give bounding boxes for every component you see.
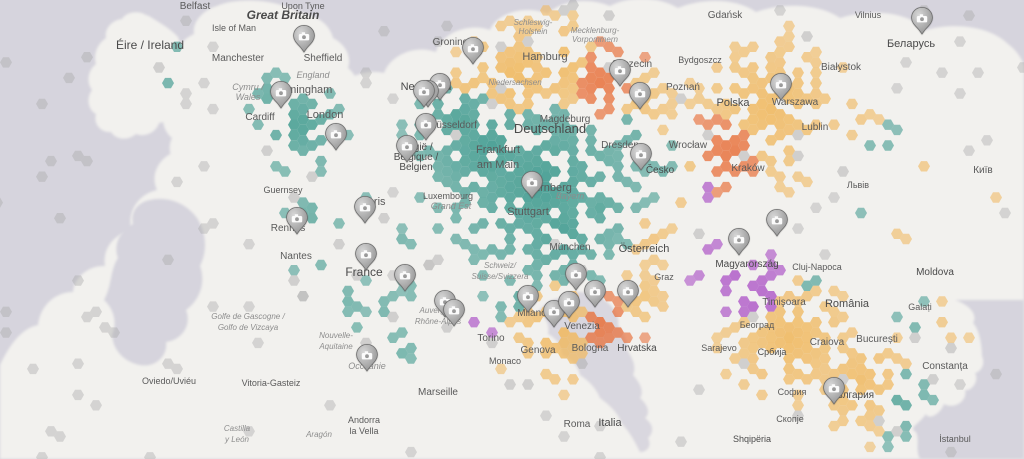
svg-text:Constanța: Constanța [922, 361, 968, 372]
svg-text:İstanbul: İstanbul [939, 434, 971, 444]
svg-text:Schweiz/: Schweiz/ [484, 261, 517, 270]
svg-text:Italia: Italia [598, 417, 622, 429]
svg-text:Stuttgart: Stuttgart [507, 206, 549, 218]
svg-text:Castilla: Castilla [224, 424, 251, 433]
svg-text:Vitoria-Gasteiz: Vitoria-Gasteiz [242, 378, 301, 388]
svg-text:Monaco: Monaco [489, 356, 521, 366]
svg-text:Österreich: Österreich [619, 243, 670, 255]
svg-text:Lublin: Lublin [802, 122, 829, 133]
svg-text:София: София [778, 387, 807, 397]
svg-text:Craiova: Craiova [810, 337, 845, 348]
svg-text:Magyarország: Magyarország [715, 259, 778, 270]
svg-text:Great Britain: Great Britain [247, 8, 320, 22]
svg-text:Česko: Česko [646, 163, 675, 176]
svg-text:Cluj-Napoca: Cluj-Napoca [792, 262, 842, 272]
svg-text:Luxembourg: Luxembourg [423, 191, 473, 201]
svg-text:Aquitaine: Aquitaine [318, 342, 353, 351]
svg-text:Holstein: Holstein [519, 27, 548, 36]
svg-text:Wrocław: Wrocław [669, 140, 708, 151]
svg-text:București: București [856, 334, 898, 345]
svg-text:Białystok: Białystok [821, 62, 862, 73]
svg-text:Roma: Roma [564, 419, 591, 430]
svg-text:Deutschland: Deutschland [514, 121, 586, 136]
svg-text:Cymru /: Cymru / [232, 82, 265, 92]
svg-text:Aragón: Aragón [305, 430, 332, 439]
svg-text:Kraków: Kraków [731, 163, 765, 174]
svg-text:Genova: Genova [520, 345, 555, 356]
svg-text:Sheffield: Sheffield [304, 53, 343, 64]
svg-text:Golfo de Vizcaya: Golfo de Vizcaya [218, 323, 279, 332]
svg-text:Oviedo/Uviéu: Oviedo/Uviéu [142, 376, 196, 386]
svg-text:Poznań: Poznań [666, 82, 700, 93]
svg-text:Bologna: Bologna [572, 343, 609, 354]
svg-text:Venezia: Venezia [564, 321, 600, 332]
svg-text:Vorpommern: Vorpommern [572, 35, 618, 44]
svg-text:Nouvelle-: Nouvelle- [319, 331, 353, 340]
svg-text:Éire / Ireland: Éire / Ireland [116, 37, 184, 52]
svg-text:Golfe de Gascogne /: Golfe de Gascogne / [211, 312, 285, 321]
svg-text:Sarajevo: Sarajevo [701, 343, 737, 353]
svg-text:Србија: Србија [758, 347, 787, 357]
svg-text:Wales: Wales [236, 92, 261, 102]
svg-text:Shqipëria: Shqipëria [733, 434, 771, 444]
svg-text:am Main: am Main [477, 159, 519, 171]
svg-text:Belgien: Belgien [399, 162, 432, 173]
svg-text:Polska: Polska [716, 97, 750, 109]
svg-text:Беларусь: Беларусь [887, 38, 935, 50]
svg-text:Mecklenburg-: Mecklenburg- [571, 26, 620, 35]
svg-text:Galați: Galați [908, 302, 932, 312]
svg-text:Cardiff: Cardiff [245, 112, 274, 123]
svg-text:Graz: Graz [654, 272, 674, 282]
svg-text:Nantes: Nantes [280, 251, 312, 262]
svg-text:Frankfurt: Frankfurt [476, 144, 520, 156]
svg-text:Timişoara: Timişoara [762, 297, 806, 308]
svg-text:Београд: Београд [740, 320, 775, 330]
svg-text:Київ: Київ [973, 165, 993, 176]
svg-text:Vilnius: Vilnius [855, 10, 882, 20]
svg-text:Andorra: Andorra [348, 415, 380, 425]
svg-text:London: London [307, 109, 344, 121]
svg-text:Niedersachsen: Niedersachsen [488, 78, 542, 87]
svg-text:Suisse/Svizzera: Suisse/Svizzera [472, 272, 529, 281]
svg-text:Moldova: Moldova [916, 267, 954, 278]
svg-text:Belfast: Belfast [180, 1, 211, 12]
svg-text:Bydgoszcz: Bydgoszcz [678, 55, 722, 65]
svg-text:Milano: Milano [517, 308, 547, 319]
svg-text:Schleswig-: Schleswig- [514, 18, 553, 27]
svg-text:Torino: Torino [477, 333, 505, 344]
svg-text:România: România [825, 298, 870, 310]
svg-text:la Vella: la Vella [349, 426, 378, 436]
svg-text:Скопје: Скопје [776, 414, 803, 424]
svg-text:Grand Est: Grand Est [431, 201, 472, 211]
svg-text:München: München [549, 242, 590, 253]
svg-text:Isle of Man: Isle of Man [212, 23, 256, 33]
svg-text:Guernsey: Guernsey [263, 185, 303, 195]
svg-text:Львів: Львів [847, 180, 869, 190]
svg-text:Bayern: Bayern [556, 191, 585, 201]
svg-text:Hrvatska: Hrvatska [617, 343, 657, 354]
svg-text:Gdańsk: Gdańsk [708, 10, 743, 21]
svg-text:Hamburg: Hamburg [522, 51, 567, 63]
svg-text:Warszawa: Warszawa [772, 97, 819, 108]
svg-text:Manchester: Manchester [212, 53, 265, 64]
svg-text:England: England [296, 70, 330, 80]
svg-text:y León: y León [224, 435, 250, 444]
svg-text:Marseille: Marseille [418, 387, 458, 398]
